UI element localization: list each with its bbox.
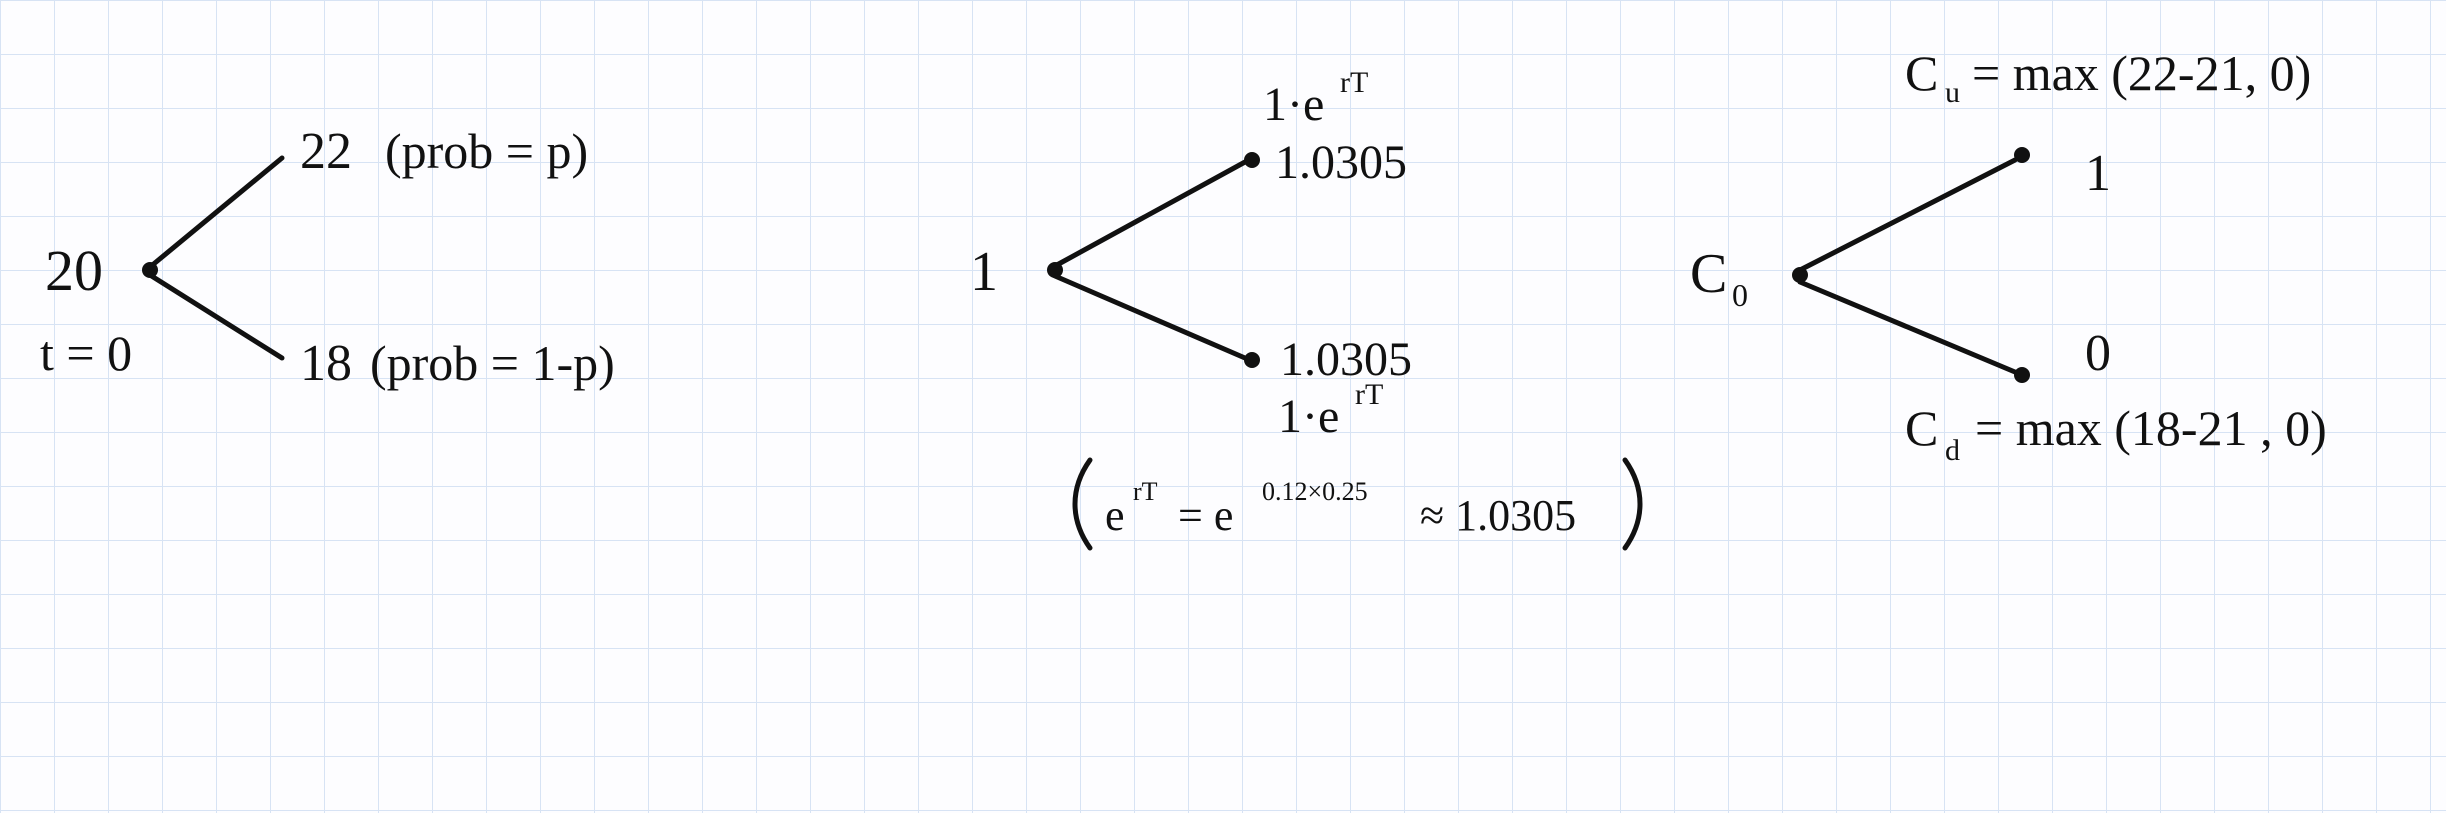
tree2-root-label: 1 [970, 241, 998, 303]
footnote-exp1: rT [1133, 477, 1158, 506]
tree2-branch-up [1055, 162, 1245, 266]
tree3-down-node [2014, 367, 2030, 383]
tree2-up-node [1244, 152, 1260, 168]
tree1-time-label: t = 0 [40, 325, 132, 381]
tree2-up-formula-exp: rT [1340, 66, 1368, 99]
tree2-down-formula: 1·e [1278, 390, 1339, 443]
tree2-down-value: 1.0305 [1280, 333, 1412, 386]
tree3-down-title: C [1905, 400, 1938, 456]
tree3-branch-down [1800, 282, 2015, 372]
diagram-canvas: 20 t = 0 22 (prob = p) 18 (prob = 1-p) 1… [0, 0, 2446, 813]
tree3-down-title-rest: = max (18-21 , 0) [1975, 400, 2327, 456]
paren-right [1625, 460, 1640, 548]
tree2-down-node [1244, 352, 1260, 368]
footnote-approx: ≈ 1.0305 [1420, 491, 1576, 540]
tree3-up-value: 1 [2085, 145, 2111, 202]
tree-stock: 20 t = 0 22 (prob = p) 18 (prob = 1-p) [40, 123, 615, 392]
tree3-up-title-sub: u [1945, 76, 1960, 109]
tree1-up-prob: (prob = p) [385, 123, 588, 179]
tree1-down-value: 18 [300, 335, 352, 392]
tree2-up-formula: 1·e [1263, 78, 1324, 131]
tree-option: C 0 C u = max (22-21, 0) 1 0 C d = max (… [1690, 45, 2327, 467]
tree2-up-value: 1.0305 [1275, 136, 1407, 189]
tree3-down-value: 0 [2085, 325, 2111, 382]
footnote-eq-e: = e [1178, 491, 1233, 540]
tree1-down-prob: (prob = 1-p) [370, 335, 615, 391]
tree-bond: 1 1·e rT 1.0305 1.0305 1·e rT e rT = e [970, 66, 1640, 548]
footnote-e1: e [1105, 491, 1125, 540]
tree1-branch-up [150, 158, 282, 267]
tree3-root-C: C [1690, 243, 1727, 305]
tree2-down-formula-exp: rT [1355, 378, 1383, 411]
tree3-root-sub: 0 [1732, 277, 1748, 313]
tree1-branch-down [150, 275, 282, 358]
tree3-branch-up [1800, 160, 2015, 270]
tree1-root-label: 20 [45, 238, 103, 303]
tree3-down-title-sub: d [1945, 434, 1960, 467]
paren-left [1075, 460, 1090, 548]
tree3-up-title: C [1905, 45, 1938, 101]
tree2-footnote: e rT = e 0.12×0.25 ≈ 1.0305 [1075, 460, 1640, 548]
footnote-exp2: 0.12×0.25 [1262, 477, 1368, 506]
tree3-up-node [2014, 147, 2030, 163]
tree2-branch-down [1055, 276, 1245, 358]
tree1-up-value: 22 [300, 123, 352, 180]
tree3-up-title-rest: = max (22-21, 0) [1972, 45, 2311, 101]
